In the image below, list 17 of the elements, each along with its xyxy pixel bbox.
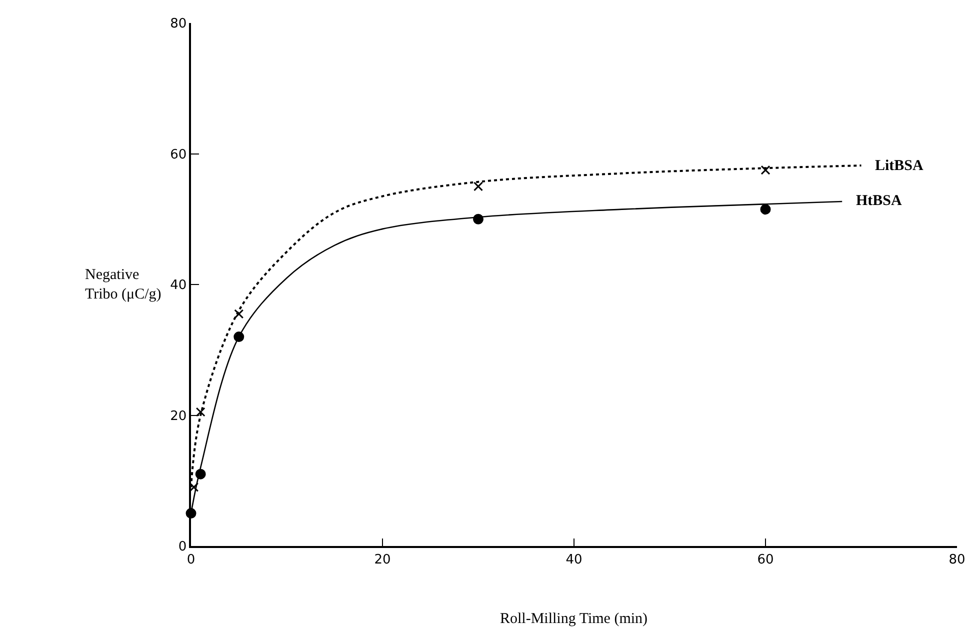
point <box>760 165 770 175</box>
y-tick-label: 0 <box>178 540 187 555</box>
x-tick-label: 20 <box>374 552 391 568</box>
y-tick-label: 80 <box>170 16 187 32</box>
x-tick-label: 80 <box>948 552 966 568</box>
point <box>760 204 771 215</box>
y-tick-label: 40 <box>170 278 187 294</box>
x-axis-title: Roll-Milling Time (min) <box>500 611 648 627</box>
y-axis-title: Negative Tribo (μC/g) <box>85 267 162 302</box>
x-tick-label: 40 <box>566 552 582 568</box>
x-tick-label: 60 <box>757 552 774 568</box>
point <box>474 182 483 192</box>
series-label: LitBSA <box>875 158 924 174</box>
point <box>234 309 244 319</box>
y-tick-label: 20 <box>170 408 187 424</box>
y-tick-label: 60 <box>170 147 187 162</box>
series-label: HtBSA <box>856 193 902 209</box>
